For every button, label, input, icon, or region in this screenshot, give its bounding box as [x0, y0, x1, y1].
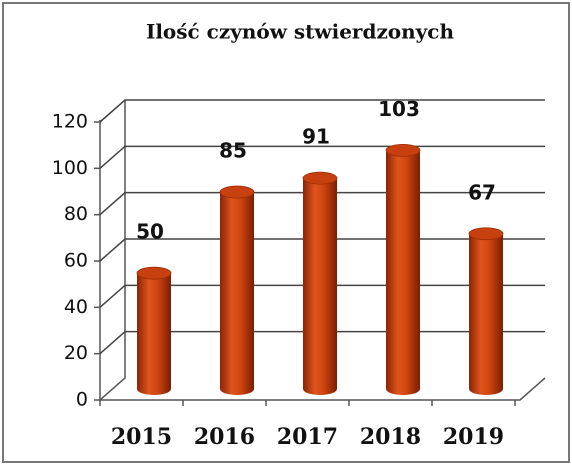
- y-tick-label: 60: [64, 250, 88, 272]
- bar: [220, 192, 254, 395]
- bar: [386, 150, 420, 395]
- y-tick-label: 120: [52, 111, 88, 133]
- x-tick-label: 2019: [443, 424, 504, 450]
- y-tick-label: 80: [64, 203, 88, 225]
- bar-top: [385, 143, 421, 157]
- y-tick-label: 20: [64, 342, 88, 364]
- bar-top: [302, 171, 338, 185]
- y-tick-label: 40: [64, 296, 88, 318]
- value-label: 85: [219, 139, 247, 163]
- x-tick-label: 2018: [360, 424, 421, 450]
- x-tick-label: 2017: [277, 424, 338, 450]
- y-tick-label: 0: [76, 389, 88, 411]
- value-label: 50: [136, 220, 164, 244]
- chart-title: Ilość czynów stwierdzonych: [146, 20, 455, 44]
- bar-top: [468, 227, 504, 241]
- y-tick-label: 100: [52, 157, 88, 179]
- floor: [100, 377, 546, 401]
- bar: [137, 273, 171, 395]
- value-label: 103: [378, 97, 420, 121]
- bar-top: [136, 266, 172, 280]
- bar-top: [219, 185, 255, 199]
- value-label: 67: [468, 180, 496, 204]
- x-tick-label: 2015: [111, 424, 172, 450]
- bar: [303, 178, 337, 395]
- grid-line: [99, 99, 545, 123]
- bar: [469, 233, 503, 395]
- x-tick-label: 2016: [194, 424, 255, 450]
- value-label: 91: [302, 125, 330, 149]
